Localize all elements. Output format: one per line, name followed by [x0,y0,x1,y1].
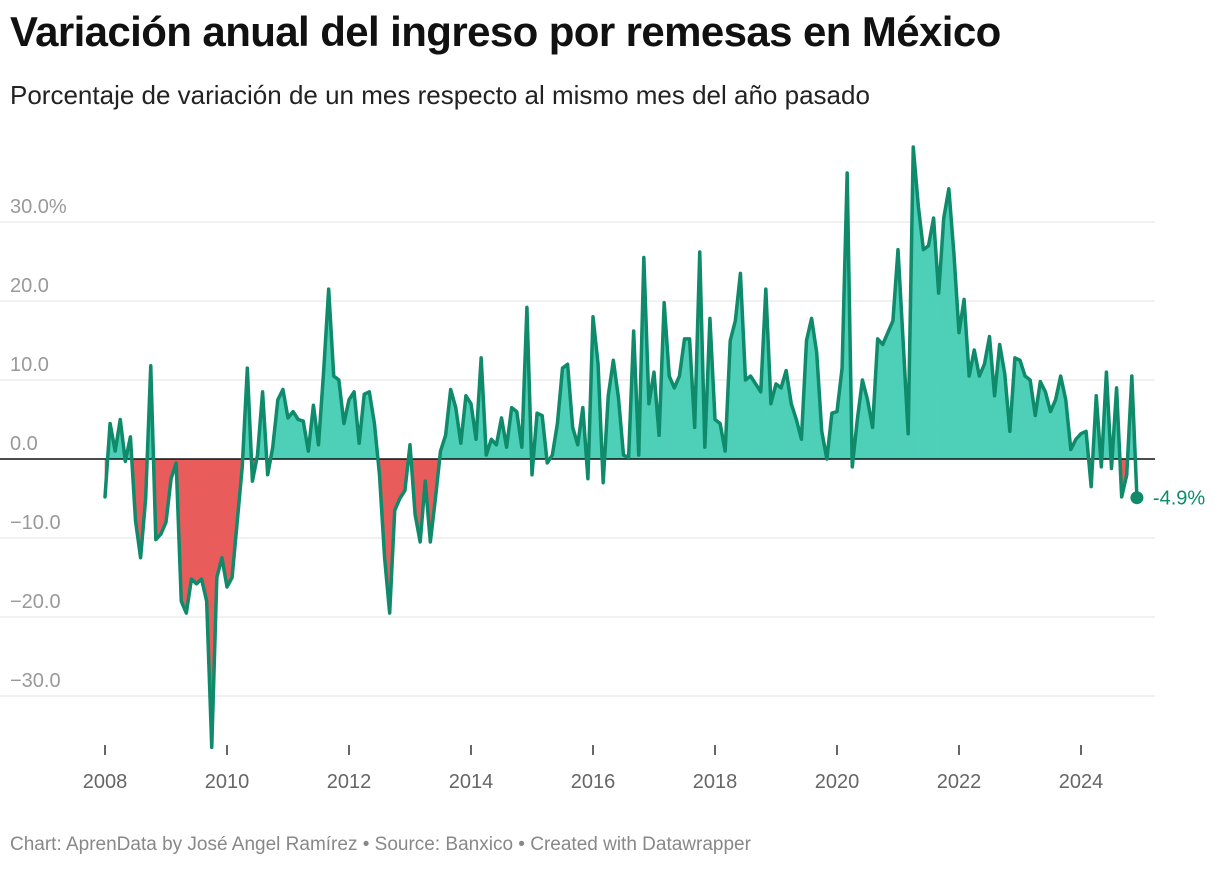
negative-area [104,458,1138,748]
y-tick-label: −20.0 [10,591,61,613]
y-axis-ticks: 30.0% 20.0 10.0 0.0 −10.0 −20.0 −30.0 [10,196,67,692]
series-line [103,145,1139,750]
y-tick-label: 20.0 [10,275,49,297]
x-axis-ticks: 2008 2010 2012 2014 2016 2018 2020 2022 2024 [83,745,1104,793]
y-tick-label: 10.0 [10,354,49,376]
y-tick-label: −10.0 [10,512,61,534]
y-tick-label: −30.0 [10,670,61,692]
x-tick-label: 2022 [937,771,982,793]
y-tick-label: 30.0% [10,196,67,218]
x-tick-label: 2018 [693,771,738,793]
x-tick-label: 2014 [449,771,494,793]
chart-subtitle: Porcentaje de variación de un mes respec… [10,80,870,110]
x-tick-label: 2024 [1059,771,1104,793]
chart-footer: Chart: AprenData by José Angel Ramírez •… [10,834,751,855]
y-tick-label: 0.0 [10,433,38,455]
line-layer: -4.9% [0,145,1205,750]
x-tick-label: 2008 [83,771,128,793]
x-tick-label: 2010 [205,771,250,793]
chart-title: Variación anual del ingreso por remesas … [10,8,1001,55]
end-value-label: -4.9% [1153,488,1205,510]
x-tick-label: 2012 [327,771,372,793]
x-tick-label: 2020 [815,771,860,793]
end-point [1130,491,1144,505]
x-tick-label: 2016 [571,771,616,793]
